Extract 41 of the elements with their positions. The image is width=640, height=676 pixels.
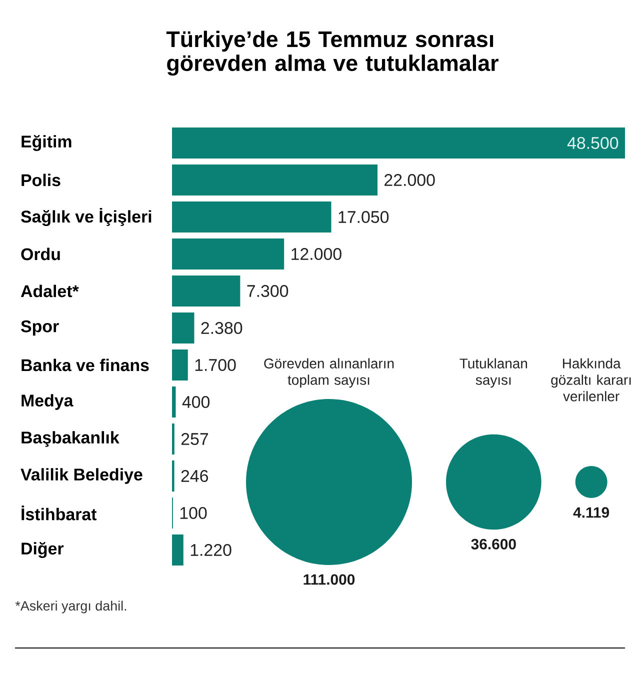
category-label: Görevden alınanların toplam sayısı [264, 358, 394, 388]
text: *Askeri yargı dahil. [15, 600, 126, 614]
data-label: 1.700 [195, 359, 236, 372]
data-label: 22.000 [384, 174, 435, 186]
bar [172, 534, 184, 566]
y-tick-label: Sağlık ve İçişleri [21, 208, 152, 226]
data-label: 1.220 [190, 544, 232, 556]
data-label: 17.050 [338, 211, 389, 224]
bar [172, 238, 284, 270]
data-label: 246 [181, 470, 208, 482]
data-label: 36.600 [471, 538, 516, 550]
y-tick-label: Polis [22, 174, 60, 186]
y-tick-label: Diğer [22, 542, 64, 558]
data-label: 48.500 [567, 137, 618, 149]
y-tick-label: Valilik Belediye [20, 468, 142, 484]
y-tick-label: Eğitim [22, 134, 72, 152]
bar [172, 202, 332, 232]
category-label: Hakkında gözaltı kararı verilenler [551, 358, 631, 402]
bar [172, 386, 176, 418]
data-label: 111.000 [304, 574, 355, 585]
y-tick-label: Spor [21, 320, 59, 336]
y-tick-label: Başbakanlık [22, 431, 120, 447]
data-label: 12.000 [292, 248, 342, 260]
data-label: 400 [182, 396, 210, 408]
bar [172, 164, 378, 196]
y-tick-label: Ordu [21, 248, 60, 260]
y-tick-label: Medya [22, 394, 74, 410]
y-tick-label: İstihbarat [22, 506, 97, 520]
bar [172, 350, 188, 381]
y-tick-label: Adalet* [20, 284, 79, 298]
chart-title: Türkiye’de 15 Temmuz sonrası görevden alma ve tutuklamalar [166, 30, 498, 76]
data-label: 2.380 [201, 322, 242, 334]
data-label: 257 [181, 433, 208, 446]
category-label: Tutuklanan sayısı [460, 358, 528, 388]
y-tick-label: Banka ve finans [22, 358, 149, 372]
data-label: 7.300 [247, 285, 288, 298]
bar [172, 276, 240, 307]
data-label: 100 [180, 507, 207, 520]
bar [172, 312, 194, 344]
bar [172, 128, 626, 158]
data-label: 4.119 [573, 507, 610, 518]
